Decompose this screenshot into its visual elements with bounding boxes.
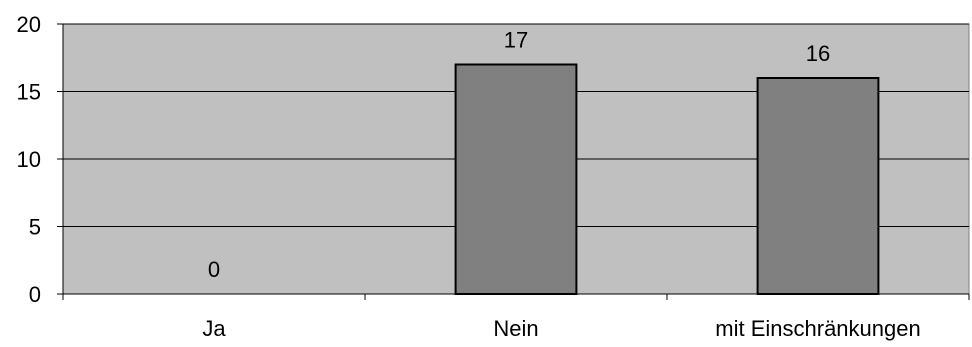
y-tick-label: 0 <box>29 282 41 307</box>
y-tick-label: 10 <box>17 147 41 172</box>
x-tick-label: mit Einschränkungen <box>715 316 920 341</box>
x-axis: Ja Nein mit Einschränkungen <box>62 293 970 341</box>
y-tick-label: 20 <box>17 12 41 37</box>
y-tick-label: 15 <box>17 80 41 105</box>
x-tick-label: Ja <box>202 316 226 341</box>
value-labels: 0 17 16 <box>208 28 830 283</box>
bar <box>454 63 578 295</box>
y-tick-label: 5 <box>29 215 41 240</box>
data-label: 16 <box>806 41 830 66</box>
x-tick-label: Nein <box>493 316 538 341</box>
bar <box>756 77 880 295</box>
data-label: 17 <box>504 28 528 53</box>
y-axis: 0 5 10 15 20 <box>17 12 64 307</box>
data-label: 0 <box>208 257 220 282</box>
